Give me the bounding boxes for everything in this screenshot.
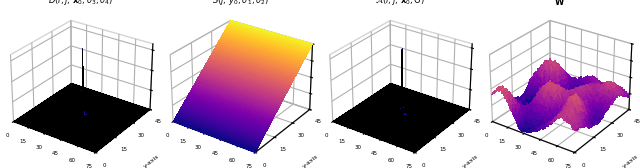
Y-axis label: y-axis: y-axis (143, 154, 160, 168)
Y-axis label: y-axis: y-axis (621, 154, 639, 168)
Title: $S(j;\, y_0, \theta_1, \theta_2)$: $S(j;\, y_0, \theta_1, \theta_2)$ (212, 0, 269, 7)
Y-axis label: y-axis: y-axis (462, 154, 479, 168)
Title: $D(i, j;\, \mathbf{x}_0, \theta_3, \theta_4)$: $D(i, j;\, \mathbf{x}_0, \theta_3, \thet… (48, 0, 113, 7)
X-axis label: x-axis: x-axis (503, 167, 522, 168)
Title: $\mathcal{A}(i, j;\, \mathbf{x}_0, \Theta)$: $\mathcal{A}(i, j;\, \mathbf{x}_0, \Thet… (375, 0, 425, 7)
X-axis label: x-axis: x-axis (184, 167, 203, 168)
X-axis label: x-axis: x-axis (24, 167, 43, 168)
Title: $\mathbf{W}$: $\mathbf{W}$ (554, 0, 565, 7)
X-axis label: x-axis: x-axis (343, 167, 362, 168)
Y-axis label: y-axis: y-axis (302, 154, 320, 168)
